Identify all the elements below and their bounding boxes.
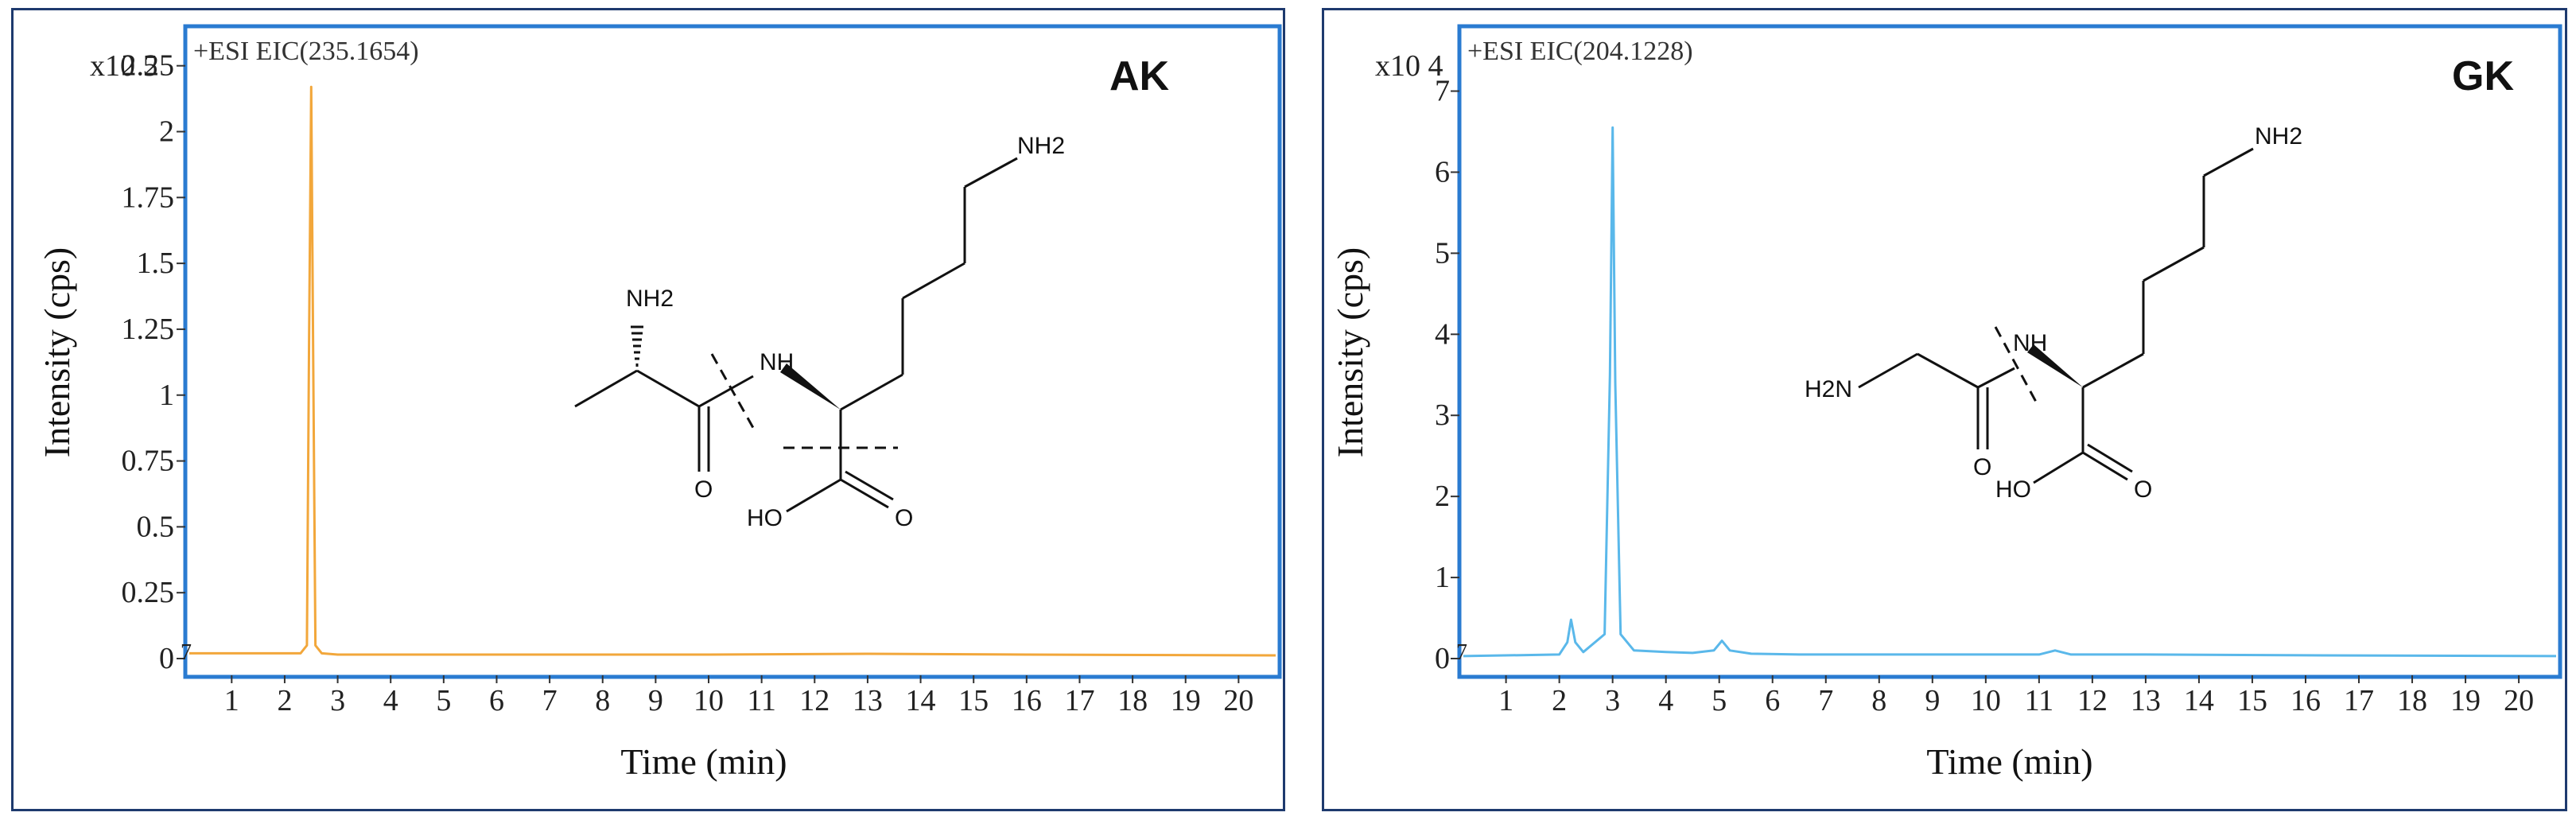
scale-label: x10 5 (90, 49, 158, 83)
chem-label-nh: NH (2013, 330, 2047, 356)
x-tick-label: 13 (2131, 684, 2161, 717)
x-tick-label: 9 (648, 684, 663, 717)
y-tick-label: 0.5 (137, 510, 175, 543)
x-tick-label: 18 (1117, 684, 1148, 717)
x-tick-label: 15 (2237, 684, 2267, 717)
compound-label: GK (2452, 53, 2514, 99)
structure-ak (574, 157, 1018, 513)
x-tick-label: 19 (1171, 684, 1201, 717)
x-tick-label: 16 (2290, 684, 2321, 717)
y-tick-label: 0.25 (122, 576, 175, 609)
y-tick-label: 5 (1435, 236, 1450, 270)
chem-label-o-acid: O (2134, 476, 2152, 503)
chem-label-ho: HO (1995, 476, 2031, 503)
chem-label-h2n: H2N (1805, 376, 1852, 402)
x-tick-label: 1 (224, 684, 239, 717)
x-tick-label: 13 (853, 684, 883, 717)
x-tick-label: 20 (2504, 684, 2534, 717)
structure-gk (1858, 147, 2254, 484)
x-tick-label: 12 (2077, 684, 2108, 717)
series-line-0 (189, 85, 1276, 657)
x-tick-label: 17 (1064, 684, 1094, 717)
y-tick-label: 2 (1435, 480, 1450, 513)
x-tick-label: 7 (1818, 684, 1833, 717)
chem-label-nh2-top: NH2 (2255, 123, 2302, 150)
trace-label: +ESI EIC(235.1654) (193, 37, 419, 66)
y-tick-label: 3 (1435, 398, 1450, 432)
x-tick-label: 7 (542, 684, 558, 717)
x-tick-label: 4 (383, 684, 398, 717)
y-tick-label: 4 (1435, 317, 1450, 351)
y-tick-label: 1.25 (122, 313, 175, 346)
x-tick-label: 17 (2344, 684, 2374, 717)
scale-label: x10 4 (1375, 49, 1443, 83)
trace-label: +ESI EIC(204.1228) (1467, 37, 1693, 66)
y-tick-label: 1 (1435, 561, 1450, 594)
y-tick-label: 2 (159, 115, 174, 149)
corner-mark: 7 (181, 640, 192, 665)
x-tick-label: 12 (799, 684, 830, 717)
x-tick-label: 14 (2184, 684, 2214, 717)
x-tick-label: 14 (906, 684, 936, 717)
chem-label-ho: HO (747, 505, 783, 531)
x-tick-label: 20 (1223, 684, 1253, 717)
x-tick-label: 5 (1712, 684, 1727, 717)
y-tick-label: 6 (1435, 155, 1450, 189)
x-tick-label: 8 (595, 684, 610, 717)
x-tick-label: 3 (1605, 684, 1620, 717)
x-tick-label: 19 (2450, 684, 2481, 717)
chem-label-o-acid: O (895, 505, 913, 531)
chem-label-nh2-top: NH2 (1017, 133, 1065, 159)
x-tick-label: 15 (958, 684, 989, 717)
x-tick-label: 6 (1765, 684, 1780, 717)
y-tick-label: 1.75 (122, 181, 175, 214)
y-tick-label: 0.75 (122, 445, 175, 478)
y-tick-label: 7 (1435, 75, 1450, 108)
y-tick-label: 0 (159, 642, 174, 675)
x-tick-label: 18 (2397, 684, 2427, 717)
x-tick-label: 2 (277, 684, 292, 717)
x-tick-label: 6 (489, 684, 504, 717)
x-tick-label: 3 (330, 684, 345, 717)
x-tick-label: 10 (694, 684, 724, 717)
chem-label-nh2-alpha: NH2 (626, 286, 674, 312)
plot-frame (183, 24, 1282, 679)
plot-frame (1457, 24, 2562, 679)
chem-label-o-amide: O (694, 476, 713, 503)
corner-mark: 7 (1456, 640, 1467, 665)
x-tick-label: 2 (1552, 684, 1567, 717)
compound-label: AK (1109, 53, 1170, 99)
x-axis-title: Time (min) (1926, 741, 2092, 782)
y-tick-label: 1.5 (137, 247, 175, 280)
y-axis-title: Intensity (cps) (37, 247, 77, 457)
x-tick-label: 11 (747, 684, 776, 717)
y-tick-label: 0 (1435, 642, 1450, 675)
y-tick-label: 1 (159, 379, 174, 412)
chem-label-nh: NH (760, 349, 794, 375)
x-tick-label: 11 (2025, 684, 2054, 717)
x-tick-label: 10 (1971, 684, 2001, 717)
series-line-0 (1463, 126, 2557, 658)
x-tick-label: 1 (1498, 684, 1513, 717)
x-tick-label: 16 (1012, 684, 1042, 717)
chart-panel-ak: +ESI EIC(235.1654) x10 5 AK 0 0.25 0.5 0.75… (11, 8, 1285, 811)
x-tick-label: 8 (1871, 684, 1886, 717)
chart-svg-ak: +ESI EIC(235.1654) x10 5 AK 0 0.25 0.5 0.75… (37, 24, 1282, 782)
x-tick-label: 4 (1658, 684, 1673, 717)
chem-label-o-amide: O (1973, 454, 1991, 480)
y-tick-label: 2.25 (122, 49, 175, 83)
x-tick-label: 9 (1925, 684, 1940, 717)
x-axis-title: Time (min) (620, 741, 787, 782)
x-tick-label: 5 (436, 684, 451, 717)
y-axis-title: Intensity (cps) (1330, 247, 1370, 457)
